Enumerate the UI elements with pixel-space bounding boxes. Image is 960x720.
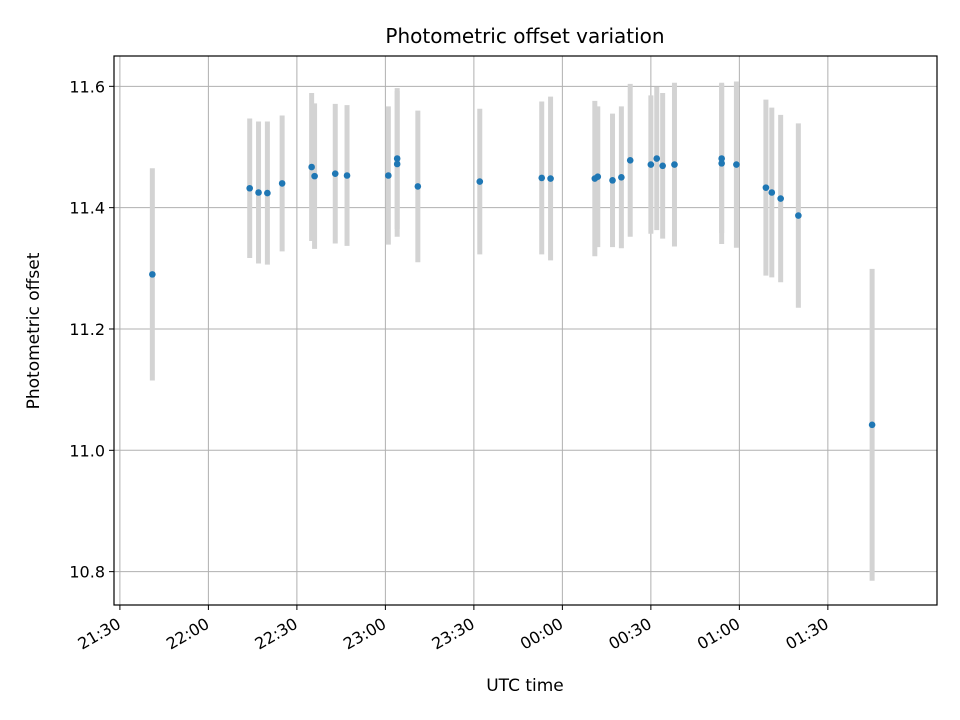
y-tick-label: 10.8	[69, 563, 105, 582]
data-point	[343, 172, 351, 179]
data-point	[149, 271, 156, 278]
y-tick-label: 11.0	[69, 441, 105, 460]
data-point	[768, 189, 776, 196]
y-tick-label: 11.2	[69, 320, 105, 339]
data-point	[777, 195, 784, 202]
plot-frame	[113, 55, 938, 606]
data-point	[626, 157, 634, 164]
data-point	[393, 160, 401, 168]
data-point	[246, 184, 253, 192]
data-point	[308, 163, 315, 171]
data-point	[547, 175, 554, 182]
x-axis-title: UTC time	[486, 676, 564, 696]
data-point	[594, 173, 602, 181]
data-point	[659, 162, 666, 170]
data-point	[278, 180, 286, 187]
data-point	[762, 184, 770, 191]
data-point	[718, 155, 725, 162]
data-point	[609, 177, 616, 184]
data-point	[311, 172, 318, 180]
data-point	[618, 174, 625, 181]
data-point	[255, 189, 262, 196]
chart-title: Photometric offset variation	[385, 24, 664, 48]
data-point	[414, 183, 422, 190]
data-point	[653, 155, 661, 162]
data-points	[149, 155, 876, 429]
data-point	[647, 161, 655, 168]
data-point	[385, 172, 392, 179]
data-point	[795, 212, 802, 219]
y-axis-title: Photometric offset	[24, 252, 44, 409]
data-point	[733, 161, 740, 168]
data-point	[476, 178, 484, 185]
data-point	[538, 174, 546, 182]
y-axis-ticks: 10.8 11.0 11.2 11.4 11.6	[69, 77, 114, 582]
y-tick-label: 11.6	[69, 77, 105, 96]
data-point	[868, 421, 876, 429]
data-point	[264, 189, 271, 197]
data-point	[331, 170, 339, 177]
y-tick-label: 11.4	[69, 199, 105, 218]
data-point	[671, 161, 678, 168]
data-point	[393, 155, 401, 162]
data-point	[718, 160, 725, 167]
